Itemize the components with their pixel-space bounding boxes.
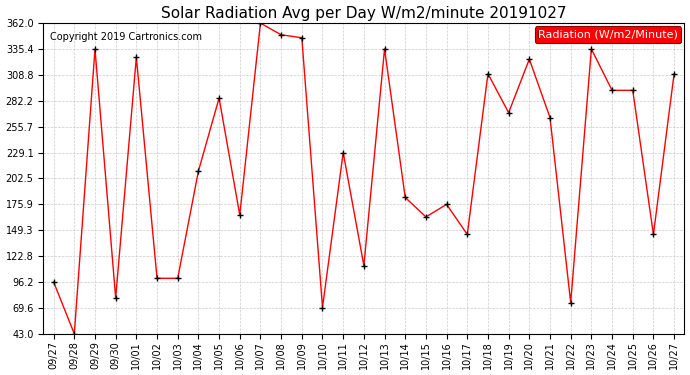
Text: Copyright 2019 Cartronics.com: Copyright 2019 Cartronics.com <box>50 32 201 42</box>
Legend: Radiation (W/m2/Minute): Radiation (W/m2/Minute) <box>535 27 681 43</box>
Title: Solar Radiation Avg per Day W/m2/minute 20191027: Solar Radiation Avg per Day W/m2/minute … <box>161 6 566 21</box>
